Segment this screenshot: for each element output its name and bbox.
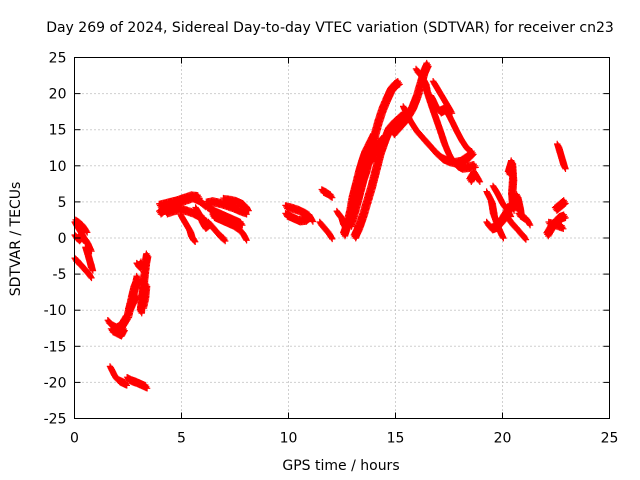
- plus-marker-trace: [545, 218, 567, 232]
- data-trace: [123, 374, 151, 392]
- data-trace: [545, 218, 567, 232]
- data-trace: [106, 363, 130, 389]
- y-tick-label: 5: [58, 195, 67, 211]
- data-trace: [203, 197, 250, 218]
- plus-marker-trace: [466, 168, 484, 185]
- y-tick-label: -25: [44, 412, 67, 428]
- plus-marker-trace: [554, 140, 569, 172]
- data-trace: [466, 168, 484, 185]
- data-trace: [209, 211, 250, 244]
- data-trace: [551, 197, 569, 214]
- plus-marker-trace: [82, 244, 97, 274]
- plus-marker-trace: [427, 92, 475, 157]
- y-tick-label: 20: [49, 87, 67, 103]
- x-tick-label: 10: [280, 431, 298, 447]
- plus-marker-trace: [282, 210, 314, 226]
- data-trace: [400, 103, 477, 168]
- plus-marker-trace: [203, 197, 250, 218]
- data-trace: [513, 191, 525, 218]
- y-tick-label: 15: [49, 123, 67, 139]
- data-trace: [82, 244, 97, 274]
- axis-ticks: [74, 57, 610, 419]
- plus-marker-trace: [316, 218, 336, 243]
- y-tick-label: 0: [58, 231, 67, 247]
- data-trace: [156, 191, 203, 211]
- plus-marker-trace: [106, 363, 130, 389]
- plus-marker-trace: [156, 191, 203, 211]
- y-tick-label: -15: [44, 339, 67, 355]
- data-trace: [192, 204, 229, 245]
- y-tick-label: -5: [53, 267, 67, 283]
- plus-marker-trace: [133, 258, 146, 272]
- data-trace: [282, 210, 314, 226]
- x-tick-label: 20: [494, 431, 512, 447]
- y-tick-label: -10: [44, 303, 67, 319]
- x-tick-label: 0: [70, 431, 79, 447]
- y-tick-labels: -25 -20 -15 -10 -5 0 5 10 15 20 25: [44, 51, 67, 428]
- plus-marker-trace: [502, 211, 530, 243]
- data-trace: [220, 194, 252, 214]
- data-trace: [125, 291, 140, 315]
- plus-marker-trace: [318, 186, 336, 201]
- plus-marker-trace: [209, 211, 250, 244]
- data-marks: [71, 59, 569, 392]
- plus-marker-trace: [220, 194, 252, 214]
- x-axis-title: GPS time / hours: [282, 458, 399, 474]
- plus-marker-trace: [429, 78, 456, 117]
- data-trace: [133, 258, 146, 272]
- data-trace: [554, 140, 569, 172]
- data-trace: [316, 218, 336, 243]
- y-tick-label: 25: [49, 51, 67, 67]
- chart-title: Day 269 of 2024, Sidereal Day-to-day VTE…: [46, 20, 614, 36]
- data-trace: [427, 92, 475, 157]
- data-trace: [318, 186, 336, 201]
- plus-marker-trace: [400, 103, 477, 168]
- data-trace: [138, 280, 151, 312]
- plus-marker-trace: [359, 135, 387, 175]
- plus-marker-trace: [350, 109, 413, 242]
- x-tick-label: 5: [177, 431, 186, 447]
- plus-marker-trace: [504, 157, 518, 214]
- data-trace: [107, 324, 128, 340]
- grid-layer: [74, 57, 610, 419]
- data-trace: [350, 109, 413, 242]
- x-tick-labels: 0 5 10 15 20 25: [70, 431, 618, 447]
- data-trace: [72, 216, 91, 236]
- y-tick-label: 10: [49, 159, 67, 175]
- plus-marker-trace: [107, 324, 128, 340]
- plus-marker-trace: [551, 197, 569, 214]
- plus-marker-trace: [138, 280, 151, 312]
- y-tick-label: -20: [44, 375, 67, 391]
- y-axis-title: SDTVAR / TECUs: [8, 182, 24, 297]
- plus-marker-trace: [177, 211, 199, 245]
- data-trace: [177, 211, 199, 245]
- plus-marker-trace: [513, 191, 525, 218]
- x-tick-label: 15: [387, 431, 405, 447]
- data-trace: [502, 211, 530, 243]
- x-tick-label: 25: [601, 431, 619, 447]
- plus-marker-trace: [72, 216, 91, 236]
- plus-marker-trace: [123, 374, 151, 392]
- plus-marker-trace: [192, 204, 229, 245]
- data-trace: [429, 78, 456, 117]
- data-trace: [504, 157, 518, 214]
- plus-marker-trace: [125, 291, 140, 315]
- data-trace: [359, 135, 387, 175]
